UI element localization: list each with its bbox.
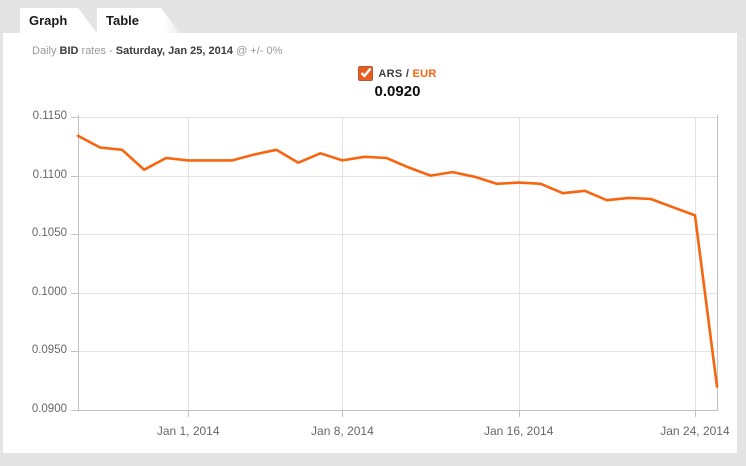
x-axis-label: Jan 16, 2014 [483, 424, 554, 438]
y-axis-label: 0.0950 [31, 344, 67, 357]
subtitle-modifier: @ +/- 0% [236, 45, 283, 57]
rate-subtitle: Daily BID rates - Saturday, Jan 25, 2014… [32, 45, 282, 57]
base-currency: ARS [378, 67, 403, 80]
tab-table-label: Table [106, 13, 139, 28]
currency-pair-label: ARS / EUR [378, 68, 436, 80]
y-axis-label: 0.0900 [31, 403, 67, 415]
tab-graph-label: Graph [29, 13, 68, 28]
quote-currency: EUR [412, 67, 437, 80]
x-axis-label: Jan 8, 2014 [311, 424, 374, 438]
y-axis-label: 0.1050 [31, 227, 67, 240]
subtitle-date: Saturday, Jan 25, 2014 [115, 45, 233, 57]
x-axis-label: Jan 1, 2014 [156, 424, 220, 438]
subtitle-daily: Daily [32, 45, 57, 57]
subtitle-dash: - [109, 45, 113, 57]
y-axis-label: 0.1000 [31, 285, 67, 298]
x-axis-label: Jan 24, 2014 [660, 424, 730, 438]
rate-line [76, 134, 719, 388]
chart-panel [3, 33, 737, 453]
chart-legend: ARS / EUR [78, 66, 717, 86]
y-axis-label: 0.1150 [32, 110, 67, 122]
current-rate-value: 0.0920 [374, 83, 421, 100]
subtitle-rates: rates [81, 45, 106, 57]
pair-separator: / [405, 67, 410, 80]
checked-checkbox-icon[interactable] [358, 66, 374, 81]
y-axis-label: 0.1100 [32, 168, 67, 181]
subtitle-bid: BID [59, 45, 79, 57]
